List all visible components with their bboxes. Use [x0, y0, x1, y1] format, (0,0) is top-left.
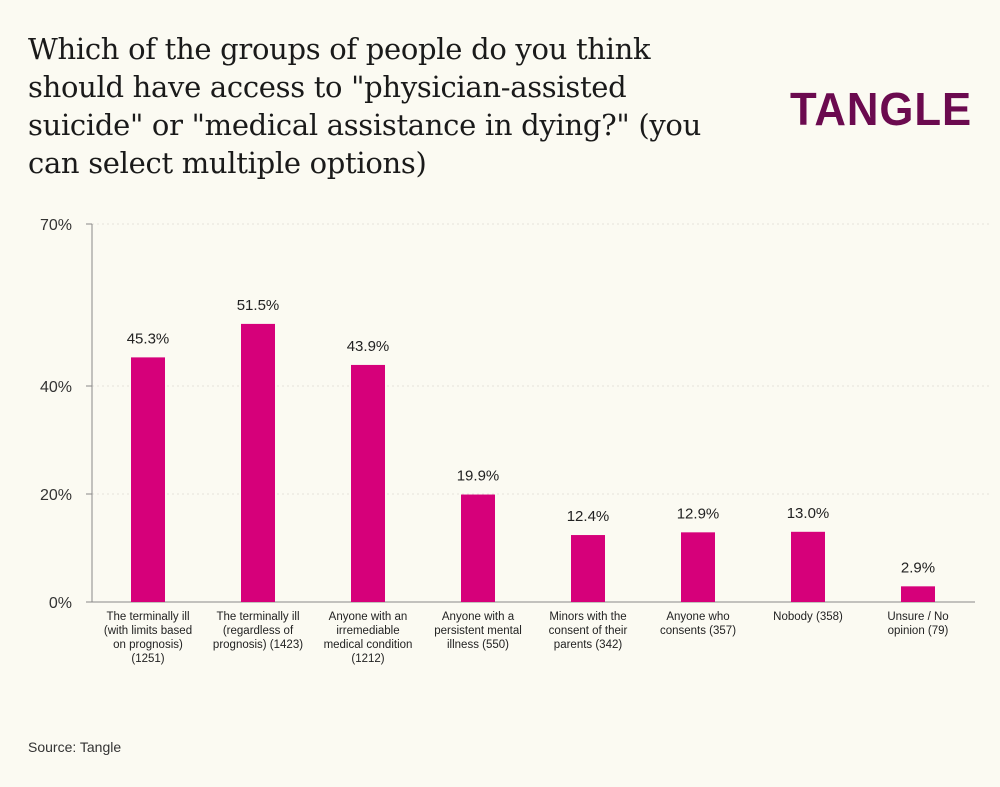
data-label: 51.5% — [237, 297, 280, 314]
x-tick-label-line: The terminally ill — [106, 611, 189, 623]
x-tick-label-line: (1212) — [351, 653, 384, 665]
x-tick-label-line: (regardless of — [223, 625, 294, 637]
y-tick-label: 70% — [40, 217, 72, 234]
x-tick-label-line: irremediable — [336, 625, 399, 637]
bar — [241, 323, 275, 602]
x-tick-label: Nobody (358) — [773, 611, 843, 623]
x-tick-label-line: Anyone with a — [442, 611, 515, 623]
x-tick-label-line: prognosis) (1423) — [213, 639, 303, 651]
x-tick-label-line: Anyone who — [666, 611, 729, 623]
x-tick-label-line: Unsure / No — [887, 611, 948, 623]
x-tick-label-line: persistent mental — [434, 625, 522, 637]
x-tick-label-line: Nobody (358) — [773, 611, 843, 623]
bar — [901, 586, 935, 602]
x-tick-label: Anyone who consents (357) — [660, 611, 736, 637]
x-tick-label: Anyone with a persistent mental illness (5… — [434, 611, 522, 651]
x-tick-label: Anyone with an irremediable medical condit… — [324, 611, 413, 665]
bar — [461, 494, 495, 602]
tangle-logo: TANGLE — [790, 83, 973, 135]
bar — [681, 532, 715, 602]
y-tick-label: 0% — [49, 595, 72, 612]
chart-title: Which of the groups of people do you thi… — [28, 32, 701, 180]
x-tick-label: Unsure / No opinion (79) — [887, 611, 948, 637]
x-tick-label: The terminally ill (regardless of prognosi… — [213, 611, 303, 651]
y-tick-label: 20% — [40, 487, 72, 504]
data-label: 19.9% — [457, 468, 500, 485]
bar — [131, 357, 165, 602]
data-label: 2.9% — [901, 559, 935, 576]
x-tick-label-line: opinion (79) — [888, 625, 949, 637]
x-tick-label: Minors with the consent of their parents (… — [549, 611, 628, 651]
x-tick-label: The terminally ill (with limits based on p… — [104, 611, 192, 665]
x-tick-label-line: parents (342) — [554, 639, 623, 651]
x-tick-label-line: Minors with the — [549, 611, 626, 623]
x-tick-label-line: medical condition — [324, 639, 413, 651]
y-tick-label: 40% — [40, 379, 72, 396]
data-label: 13.0% — [787, 505, 830, 522]
bar — [571, 535, 605, 602]
x-tick-label-line: illness (550) — [447, 639, 509, 651]
x-tick-label-line: (with limits based — [104, 625, 192, 637]
bar — [791, 531, 825, 602]
x-tick-label-line: (1251) — [131, 653, 164, 665]
data-label: 12.9% — [677, 505, 720, 522]
bar — [351, 364, 385, 602]
x-tick-label-line: Anyone with an — [329, 611, 408, 623]
data-label: 12.4% — [567, 508, 610, 525]
x-tick-label-line: on prognosis) — [113, 639, 183, 651]
x-tick-label-line: The terminally ill — [216, 611, 299, 623]
source-note: Source: Tangle — [28, 739, 122, 755]
data-label: 45.3% — [127, 330, 170, 347]
x-tick-label-line: consents (357) — [660, 625, 736, 637]
data-label: 43.9% — [347, 338, 390, 355]
x-tick-label-line: consent of their — [549, 625, 628, 637]
